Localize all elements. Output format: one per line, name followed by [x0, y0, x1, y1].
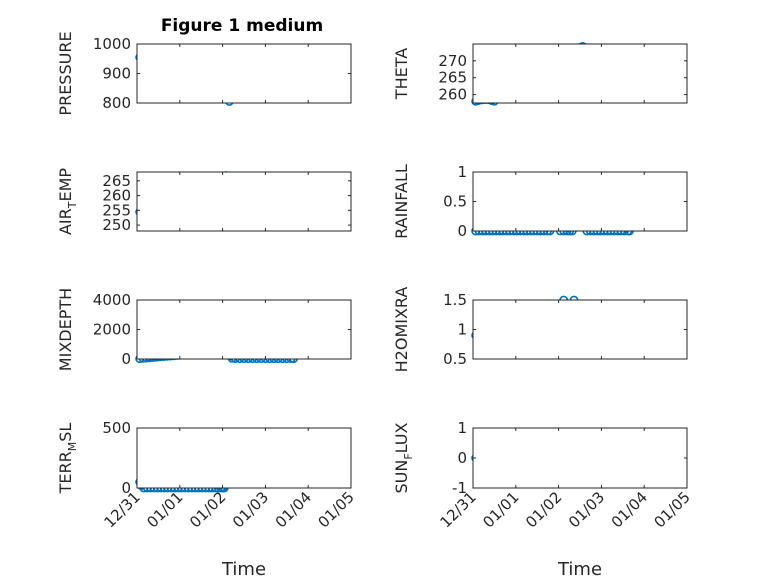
x-axis-label: Time [221, 559, 266, 580]
y-axis-label: TERRMSL [56, 423, 79, 495]
y-tick-label: 1.5 [443, 291, 467, 309]
y-tick-label: 0 [457, 222, 467, 240]
y-tick-label: 0 [457, 449, 467, 467]
y-axis-label: RAINFALL [392, 164, 411, 239]
y-tick-label: 0 [121, 479, 131, 497]
y-tick-label: 800 [102, 94, 131, 112]
y-axis-label: H2OMIXRA [392, 287, 411, 373]
axes-box [136, 171, 352, 232]
axes-box [472, 43, 688, 104]
y-tick-label: 265 [102, 172, 131, 190]
figure-title: Figure 1 medium [161, 16, 323, 36]
y-tick-label: 270 [438, 52, 467, 70]
axes-box [136, 427, 352, 489]
axes-box [136, 43, 352, 104]
y-tick-label: 900 [102, 65, 131, 83]
axes-box [472, 299, 688, 360]
y-tick-label: 0 [121, 350, 131, 368]
y-tick-label: 1 [457, 321, 467, 339]
y-axis-label: SUNFLUX [392, 422, 415, 493]
y-axis-label: THETA [392, 48, 411, 100]
y-tick-label: 500 [102, 419, 131, 437]
y-tick-label: 265 [438, 69, 467, 87]
y-tick-label: 255 [102, 201, 131, 219]
y-tick-label: 0.5 [443, 350, 467, 368]
y-tick-label: -1 [452, 479, 467, 497]
y-tick-label: 260 [438, 86, 467, 104]
subplot-1: 800 900 1000 PRESSURE [56, 31, 352, 116]
y-tick-label: 1 [457, 419, 467, 437]
y-axis-label: AIRTEMP [56, 168, 79, 235]
axes-box [136, 299, 352, 360]
y-tick-label: 250 [102, 216, 131, 234]
y-tick-label: 2000 [93, 321, 131, 339]
subplot-6: 0.5 1 1.5 H2OMIXRA [392, 287, 688, 373]
y-tick-label: 1 [457, 163, 467, 181]
y-tick-label: 260 [102, 187, 131, 205]
y-tick-label: 1000 [93, 35, 131, 53]
axes-box [472, 171, 688, 232]
x-axis-label: Time [557, 559, 602, 580]
subplot-5: 0 2000 4000 MIXDEPTH [56, 288, 352, 371]
y-axis-label: PRESSURE [56, 31, 75, 115]
y-axis-label: MIXDEPTH [56, 288, 75, 371]
y-tick-label: 0.5 [443, 193, 467, 211]
y-tick-label: 4000 [93, 291, 131, 309]
axes-box [472, 427, 688, 489]
subplot-4: 0 0.5 1 RAINFALL [392, 163, 688, 240]
